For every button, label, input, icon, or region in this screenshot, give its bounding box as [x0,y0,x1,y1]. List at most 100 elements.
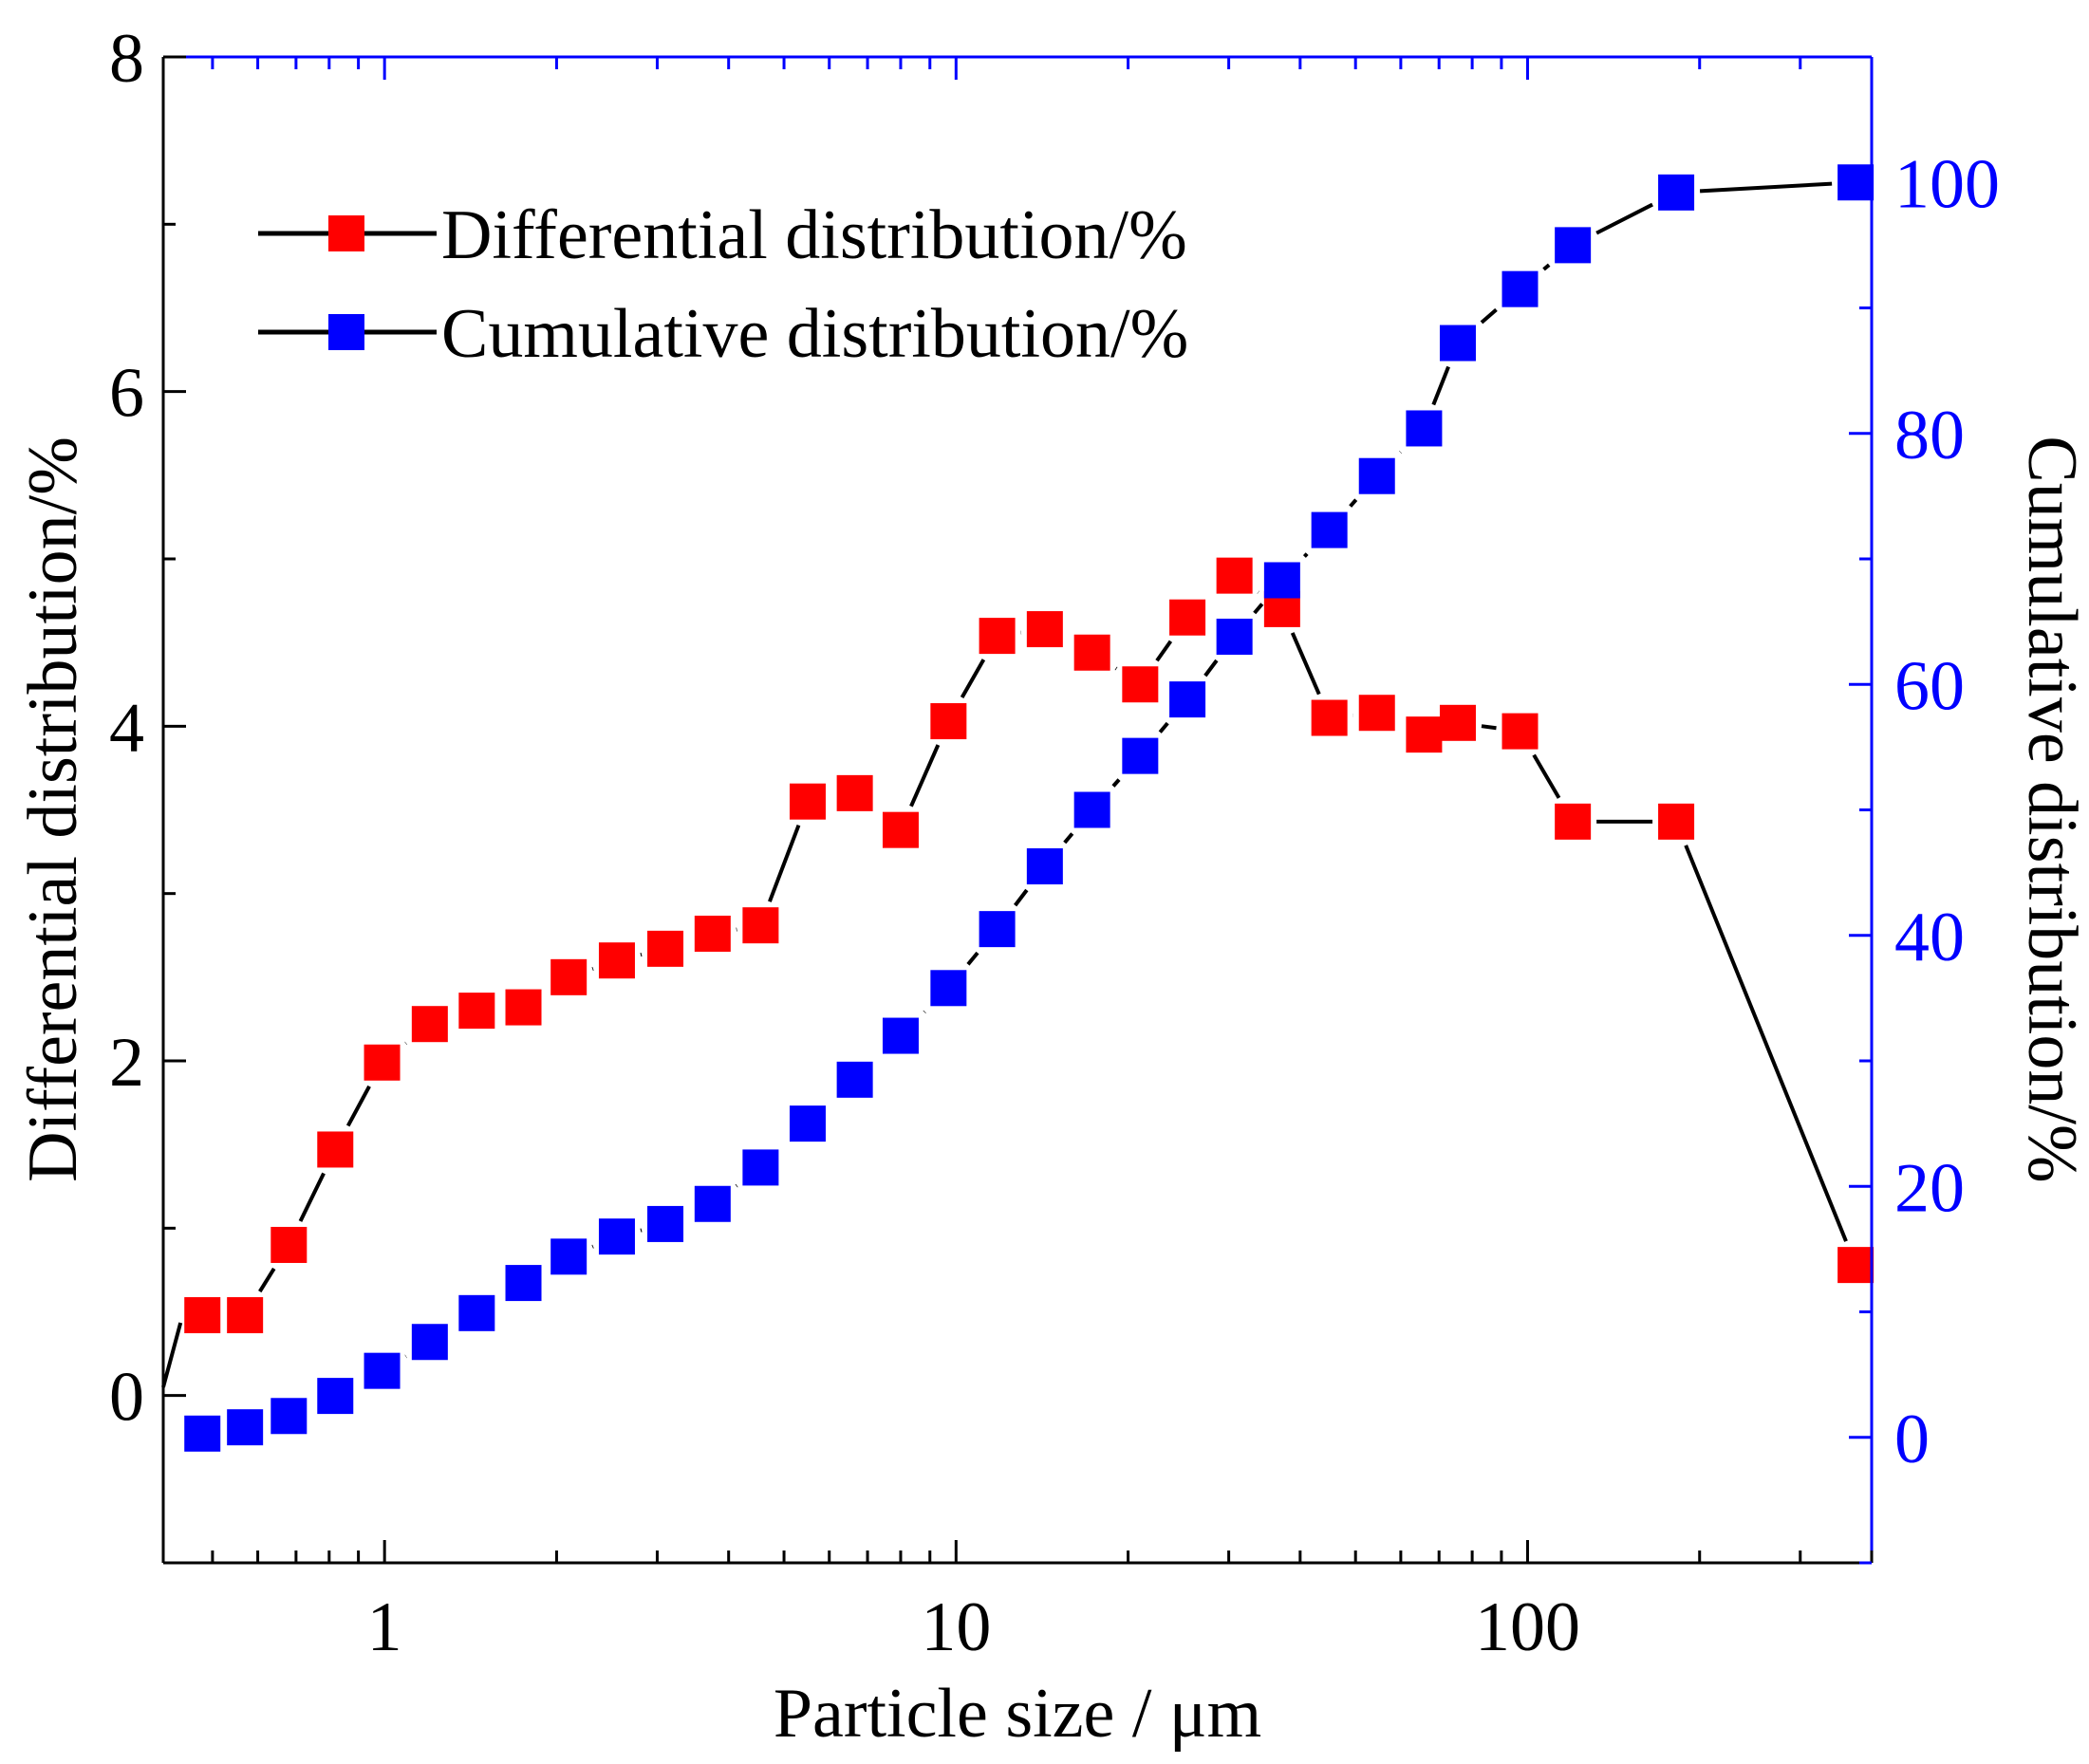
differential-marker [598,942,635,979]
cumulative-marker [550,1238,588,1275]
cumulative-marker [1555,227,1592,264]
cumulative-marker [505,1265,542,1302]
y-right-axis-title: Cumulative distribution/% [2013,436,2089,1182]
y-left-axis-title: Differential distribution/% [14,436,92,1182]
y-left-tick-label-0: 0 [109,1359,144,1437]
differential-marker [270,1226,308,1263]
cumulative-marker [184,1415,221,1452]
cumulative-marker [979,911,1016,948]
cumulative-line-segment [1253,603,1264,615]
differential-marker [227,1297,264,1334]
cumulative-marker [742,1149,779,1186]
differential-line-segment [1532,753,1561,799]
cumulative-line-segment [1542,263,1551,271]
differential-marker [1073,634,1110,671]
differential-line-segment [345,1085,371,1127]
cumulative-marker [1311,511,1348,548]
differential-marker [882,811,919,848]
cumulative-marker [1406,410,1443,447]
differential-marker [647,930,684,967]
differential-marker [836,774,873,811]
differential-line-segment [298,1172,326,1222]
legend-label-differential: Differential distribution/% [441,196,1187,274]
differential-marker [364,1044,401,1081]
differential-line-segment [909,744,941,808]
cumulative-marker [1026,848,1063,885]
cumulative-marker [1169,681,1206,718]
cumulative-marker [789,1105,826,1142]
cumulative-marker [1501,270,1539,307]
cumulative-marker [1216,618,1253,655]
cumulative-marker [411,1324,448,1361]
y-left-tick-label-2: 2 [109,1024,144,1102]
x-tick-label-100: 100 [1475,1588,1580,1666]
cumulative-line-segment [1111,778,1121,788]
differential-line-segment [1684,845,1848,1242]
cumulative-line-segment [1063,832,1074,845]
y-left-tick-label-6: 6 [109,355,144,433]
differential-line-segment [258,1267,276,1293]
y-left-tick-label-8: 8 [109,20,144,98]
legend-marker-differential [328,215,364,251]
cumulative-line-segment [966,951,979,966]
differential-line-segment [768,824,801,902]
x-ticks [211,57,1874,1563]
cumulative-marker [647,1205,684,1242]
cumulative-marker [227,1409,264,1446]
differential-marker [979,618,1016,655]
differential-marker [1501,713,1539,750]
x-tick-label-10: 10 [921,1588,991,1666]
cumulative-line-segment [1203,659,1219,678]
cumulative-marker [1658,174,1695,211]
cumulative-marker [1358,457,1395,494]
differential-marker [930,703,967,740]
y-right-tick-label-40: 40 [1894,899,1965,976]
cumulative-line-segment [1480,307,1498,325]
y-right-tick-label-0: 0 [1894,1401,1930,1478]
cumulative-marker [317,1378,354,1415]
y-right-tick-label-20: 20 [1894,1149,1965,1227]
y-left-tick-label-4: 4 [109,689,144,767]
series-markers [184,164,1875,1452]
y-right-ticks [1849,55,1872,1565]
cumulative-marker [882,1017,919,1054]
differential-marker [694,915,731,952]
differential-line-segment [960,659,986,699]
cumulative-line-segment [1349,498,1358,508]
differential-marker [742,907,779,944]
y-right-tick-label-80: 80 [1894,397,1965,474]
cumulative-marker [364,1352,401,1389]
y-left-ticks [163,55,186,1565]
cumulative-marker [1122,737,1159,774]
differential-marker [1658,803,1695,840]
cumulative-marker [598,1218,635,1255]
differential-marker [789,783,826,820]
x-axis-title: Particle size / μm [774,1675,1261,1753]
differential-line-segment [1155,640,1173,662]
cumulative-line-segment [1302,552,1309,558]
differential-line-segment [1290,632,1321,696]
differential-marker [550,958,588,995]
cumulative-marker [1263,562,1300,599]
x-tick-label-1: 1 [367,1588,402,1666]
cumulative-line-segment [1014,888,1029,907]
differential-marker [1311,699,1348,736]
differential-marker [1358,695,1395,732]
cumulative-marker [930,970,967,1007]
differential-marker [317,1131,354,1168]
differential-marker [1216,557,1253,594]
differential-marker [411,1006,448,1043]
differential-marker [1122,666,1159,703]
cumulative-line-segment [1595,202,1653,235]
differential-marker [1406,716,1443,753]
differential-line-segment [161,1322,183,1388]
cumulative-marker [1439,325,1476,362]
legend: Differential distribution/% Cumulative d… [258,196,1188,373]
differential-marker [1169,599,1206,636]
legend-item-differential: Differential distribution/% [258,196,1187,274]
differential-line-segment [1481,724,1497,731]
cumulative-line-segment [1699,181,1833,194]
differential-marker [184,1297,221,1334]
differential-marker [1555,803,1592,840]
cumulative-line-segment [1431,365,1450,406]
